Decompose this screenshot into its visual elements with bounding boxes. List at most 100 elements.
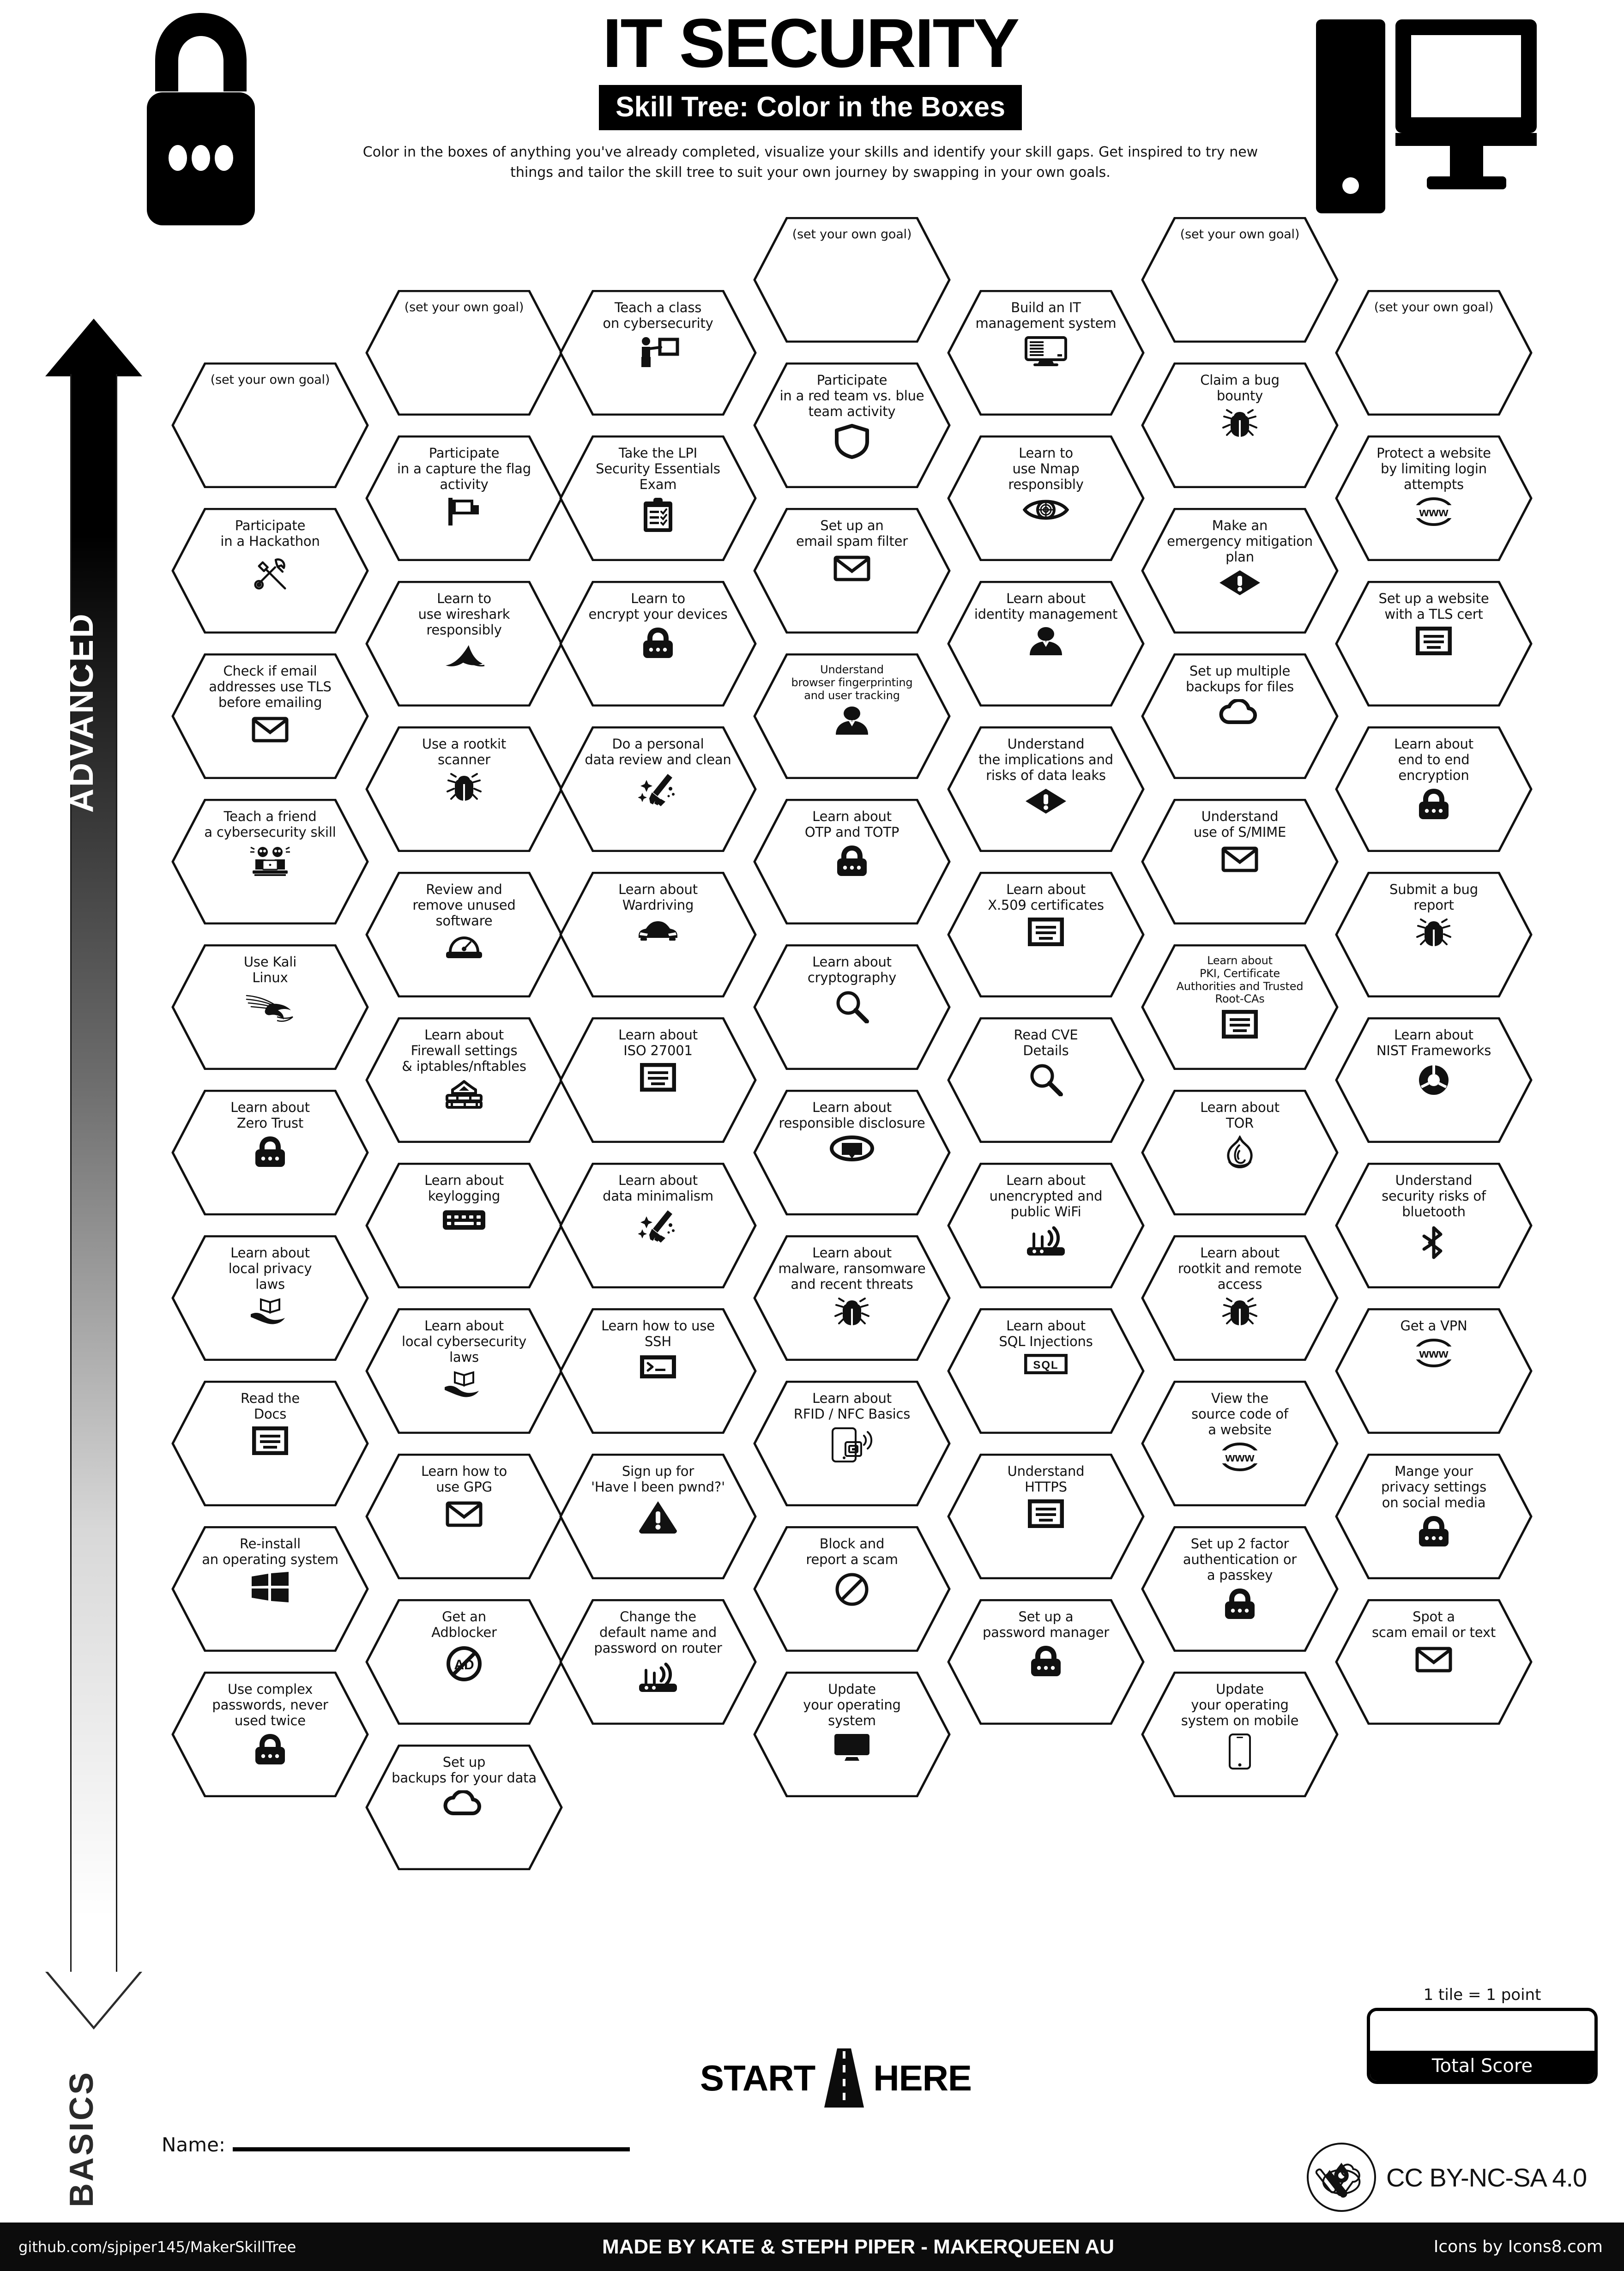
- skill-tile[interactable]: Learn about NIST Frameworks: [1334, 1017, 1533, 1143]
- skill-tile[interactable]: Learn to use wireshark responsibly: [365, 581, 563, 707]
- skill-tile[interactable]: Understand the implications and risks of d…: [947, 726, 1145, 852]
- skill-tile[interactable]: Learn about end to end encryption: [1334, 726, 1533, 852]
- skill-tile[interactable]: Learn about keylogging: [365, 1163, 563, 1288]
- license-text: CC BY-NC-SA 4.0: [1386, 2162, 1587, 2192]
- skill-tile[interactable]: Set up a password manager: [947, 1599, 1145, 1725]
- skill-tile[interactable]: Learn to use Nmap responsibly: [947, 435, 1145, 561]
- skill-tile[interactable]: (set your own goal): [1334, 290, 1533, 416]
- skill-tile[interactable]: Learn how to use SSH: [559, 1308, 757, 1434]
- skill-tile[interactable]: (set your own goal): [365, 290, 563, 416]
- skill-tile[interactable]: Learn about RFID / NFC Basics: [753, 1381, 951, 1506]
- skill-tile[interactable]: Learn about X.509 certificates: [947, 872, 1145, 997]
- clipboard-check-icon: [641, 497, 675, 534]
- skill-tile[interactable]: Use a rootkit scanner: [365, 726, 563, 852]
- skill-tile[interactable]: Learn about Zero Trust: [171, 1090, 369, 1215]
- skill-tile[interactable]: Take the LPI Security Essentials Exam: [559, 435, 757, 561]
- start-here-marker: START HERE: [660, 2046, 1011, 2110]
- skill-tile[interactable]: Use Kali Linux: [171, 944, 369, 1070]
- car-icon: [636, 918, 680, 942]
- skill-tile[interactable]: Understand use of S/MIME: [1141, 799, 1339, 924]
- skill-tile-label: Use Kali Linux: [243, 954, 297, 985]
- skill-tile-label: Learn about rootkit and remote access: [1177, 1245, 1302, 1292]
- skill-tile-label: Understand the implications and risks of d…: [978, 736, 1113, 783]
- skill-tile[interactable]: Learn how to use GPG: [365, 1454, 563, 1579]
- skill-tile[interactable]: Set up backups for your data: [365, 1745, 563, 1870]
- skill-tile[interactable]: Learn about unencrypted and public WiFi: [947, 1163, 1145, 1288]
- skill-tile[interactable]: Learn about data minimalism: [559, 1163, 757, 1288]
- skill-tile[interactable]: Learn about local privacy laws: [171, 1235, 369, 1361]
- skill-tile[interactable]: Review and remove unused software: [365, 872, 563, 997]
- skill-tile[interactable]: Re-install an operating system: [171, 1526, 369, 1652]
- skill-tile[interactable]: (set your own goal): [171, 362, 369, 488]
- skill-tile[interactable]: Change the default name and password on ro…: [559, 1599, 757, 1725]
- skill-tile-label: Teach a friend a cybersecurity skill: [204, 809, 336, 840]
- skill-tile[interactable]: Learn about rootkit and remote access: [1141, 1235, 1339, 1361]
- skill-tile[interactable]: Make an emergency mitigation plan: [1141, 508, 1339, 634]
- skill-tile[interactable]: Learn about OTP and TOTP: [753, 799, 951, 924]
- skill-tile[interactable]: Teach a class on cybersecurity: [559, 290, 757, 416]
- skill-tile[interactable]: Update your operating system on mobile: [1141, 1672, 1339, 1797]
- skill-tile[interactable]: Understand security risks of bluetooth: [1334, 1163, 1533, 1288]
- skill-tile-label: Update your operating system: [803, 1681, 901, 1728]
- skill-tile[interactable]: View the source code of a website www: [1141, 1381, 1339, 1506]
- skill-tile[interactable]: Set up an email spam filter: [753, 508, 951, 634]
- skill-tile[interactable]: Set up multiple backups for files: [1141, 653, 1339, 779]
- footer-github-link[interactable]: github.com/sjpiper145/MakerSkillTree: [18, 2238, 296, 2256]
- skill-tile[interactable]: Use complex passwords, never used twice: [171, 1672, 369, 1797]
- skill-tile[interactable]: Claim a bug bounty: [1141, 362, 1339, 488]
- skill-tile[interactable]: Learn about Firewall settings & iptables/n…: [365, 1017, 563, 1143]
- skill-tile[interactable]: Mange your privacy settings on social medi…: [1334, 1454, 1533, 1579]
- skill-tile[interactable]: Learn about SQL Injections SQL: [947, 1308, 1145, 1434]
- skill-tile[interactable]: Set up 2 factor authentication or a passke…: [1141, 1526, 1339, 1652]
- skill-tile[interactable]: Spot a scam email or text: [1334, 1599, 1533, 1725]
- user-silhouette-icon: [833, 706, 871, 736]
- cloud-icon: [443, 1790, 485, 1816]
- skill-tile[interactable]: Participate in a Hackathon: [171, 508, 369, 634]
- skill-tile[interactable]: Learn about malware, ransomware and recent…: [753, 1235, 951, 1361]
- skill-tile[interactable]: Do a personal data review and clean: [559, 726, 757, 852]
- skill-tile[interactable]: Learn about cryptography: [753, 944, 951, 1070]
- skill-tile[interactable]: Understand HTTPS: [947, 1454, 1145, 1579]
- skill-tile-label: Participate in a Hackathon: [220, 518, 320, 549]
- no-ads-icon: AD: [445, 1645, 483, 1683]
- skill-tile[interactable]: Sign up for 'Have I been pwnd?': [559, 1454, 757, 1579]
- skill-tile[interactable]: Teach a friend a cybersecurity skill: [171, 799, 369, 924]
- name-input[interactable]: [233, 2147, 630, 2151]
- skill-tile[interactable]: Participate in a capture the flag activity: [365, 435, 563, 561]
- skill-tile[interactable]: Learn about responsible disclosure: [753, 1090, 951, 1215]
- skill-tile[interactable]: Learn about ISO 27001: [559, 1017, 757, 1143]
- skill-tile[interactable]: (set your own goal): [753, 217, 951, 343]
- skill-tile[interactable]: Understand browser fingerprinting and user…: [753, 653, 951, 779]
- envelope-icon: [446, 1499, 483, 1527]
- total-score-input[interactable]: [1370, 2011, 1594, 2051]
- skill-tile-label: Learn about Firewall settings & iptables/n…: [402, 1027, 526, 1074]
- skill-tile[interactable]: Learn about TOR: [1141, 1090, 1339, 1215]
- footer-icons-credit[interactable]: Icons by Icons8.com: [1433, 2237, 1603, 2256]
- skill-tile[interactable]: Get a VPN www: [1334, 1308, 1533, 1434]
- skill-tile[interactable]: Build an IT management system: [947, 290, 1145, 416]
- skill-tile[interactable]: Protect a website by limiting login attemp…: [1334, 435, 1533, 561]
- flag-icon: [446, 497, 483, 526]
- total-score-box[interactable]: Total Score: [1367, 2008, 1598, 2084]
- router-icon: [636, 1661, 680, 1694]
- skill-tile[interactable]: Set up a website with a TLS cert: [1334, 581, 1533, 707]
- skill-tile[interactable]: Submit a bug report: [1334, 872, 1533, 997]
- skill-tile[interactable]: Learn about local cybersecurity laws: [365, 1308, 563, 1434]
- skill-tile-label: Get an Adblocker: [431, 1609, 497, 1640]
- skill-tile[interactable]: Read the Docs: [171, 1381, 369, 1506]
- skill-tile[interactable]: Read CVE Details: [947, 1017, 1145, 1143]
- skill-tile[interactable]: Participate in a red team vs. blue team ac…: [753, 362, 951, 488]
- two-people-laptop-icon: [248, 845, 292, 878]
- software-icon: [444, 933, 484, 961]
- skill-tile[interactable]: Learn to encrypt your devices: [559, 581, 757, 707]
- envelope-icon: [833, 554, 870, 581]
- skill-tile[interactable]: Learn about identity management: [947, 581, 1145, 707]
- skill-tile[interactable]: Check if email addresses use TLS before em…: [171, 653, 369, 779]
- skill-tile[interactable]: Block and report a scam: [753, 1526, 951, 1652]
- skill-tile[interactable]: Learn about Wardriving: [559, 872, 757, 997]
- skill-tile[interactable]: Update your operating system: [753, 1672, 951, 1797]
- skill-tile[interactable]: Learn about PKI, Certificate Authorities a…: [1141, 944, 1339, 1070]
- skill-tile[interactable]: (set your own goal): [1141, 217, 1339, 343]
- skill-tile-label: Learn about unencrypted and public WiFi: [989, 1172, 1103, 1220]
